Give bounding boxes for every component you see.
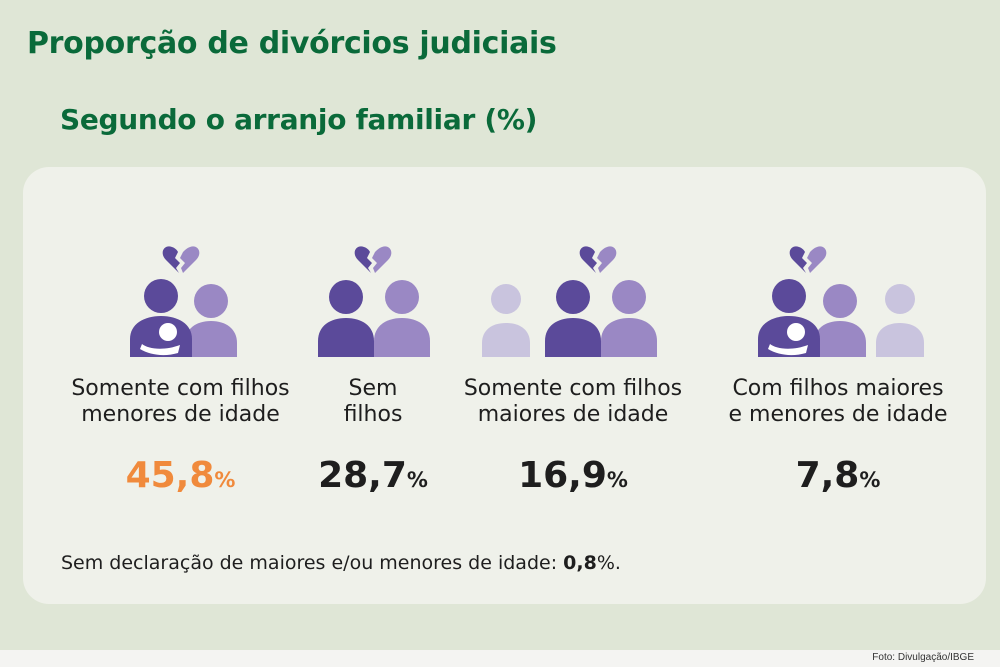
category-label: Somente com filhos maiores de idade [463,376,683,427]
category-only-minor-children: Somente com filhos menores de idade 45,8… [53,167,308,527]
category-label: Somente com filhos menores de idade [71,376,290,427]
category-no-children: Sem filhos 28,7% [303,167,443,527]
category-label: Sem filhos [343,376,403,427]
category-value: 16,9% [518,455,628,496]
infographic-card: Somente com filhos menores de idade 45,8… [23,167,986,604]
footnote: Sem declaração de maiores e/ou menores d… [61,552,621,574]
category-only-adult-children: Somente com filhos maiores de idade 16,9… [448,167,698,527]
bottom-strip [0,650,1000,667]
couple-with-adult-child-broken-heart-icon [448,239,698,359]
page-title: Proporção de divórcios judiciais [27,26,557,61]
category-value: 45,8% [125,455,236,496]
category-value: 7,8% [795,455,881,496]
category-value: 28,7% [318,455,428,496]
couple-broken-heart-icon [303,239,443,359]
category-label: Com filhos maiores e menores de idade [728,376,948,427]
category-adult-and-minor-children: Com filhos maiores e menores de idade 7,… [713,167,963,527]
parent-with-baby-and-adult-broken-heart-icon [53,239,308,359]
page-subtitle: Segundo o arranjo familiar (%) [60,103,538,136]
photo-credit: Foto: Divulgação/IBGE [872,652,974,663]
family-with-baby-and-adult-child-broken-heart-icon [713,239,963,359]
